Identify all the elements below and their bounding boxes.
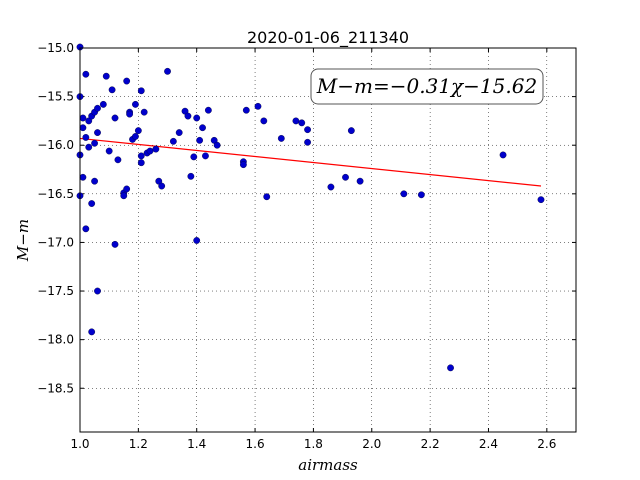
data-point [123, 185, 131, 193]
data-point [140, 108, 148, 116]
data-point [213, 141, 221, 149]
data-point [347, 127, 355, 135]
data-point [356, 177, 364, 185]
data-point [99, 100, 107, 108]
data-point [79, 173, 87, 181]
data-point [146, 147, 154, 155]
data-point [158, 182, 166, 190]
data-point [417, 191, 425, 199]
data-point [298, 119, 306, 127]
plot-area [80, 48, 576, 432]
data-point [169, 137, 177, 145]
data-point [137, 152, 145, 160]
y-tick-label: −18.5 [37, 381, 74, 395]
y-tick-label: −16.0 [37, 138, 74, 152]
data-point [152, 145, 160, 153]
x-tick-label: 1.0 [70, 437, 89, 451]
data-point [79, 124, 87, 132]
data-points [76, 43, 545, 372]
fit-equation: M−m=−0.31χ−15.62 [316, 74, 537, 98]
data-point [82, 134, 90, 141]
data-point [292, 117, 300, 125]
data-point [132, 100, 139, 108]
y-tick-label: −15.5 [37, 90, 74, 104]
data-point [137, 87, 145, 95]
data-point [327, 183, 335, 191]
data-point [88, 328, 96, 336]
data-point [94, 104, 101, 112]
data-point [111, 240, 119, 248]
y-axis-label: M−m [14, 219, 32, 262]
data-point [304, 126, 311, 134]
data-point [91, 139, 98, 147]
plot-frame [79, 47, 577, 433]
data-point [175, 129, 183, 136]
x-tick-label: 1.6 [246, 437, 265, 451]
data-point [202, 152, 209, 160]
data-point [537, 196, 545, 204]
x-tick-label: 1.8 [304, 437, 323, 451]
data-point [400, 190, 408, 198]
data-point [199, 124, 206, 132]
data-point [190, 153, 198, 161]
data-point [120, 192, 128, 200]
data-point [447, 364, 454, 372]
chart-title: 2020-01-06_211340 [247, 28, 409, 48]
data-point [193, 237, 201, 244]
x-axis: 1.0 1.2 1.4 1.6 1.8 2.0 2.2 2.4 2.6 [70, 48, 556, 451]
data-point [111, 114, 119, 122]
data-point [260, 117, 268, 125]
data-point [79, 114, 87, 122]
data-point [204, 106, 212, 114]
y-tick-label: −16.5 [37, 187, 74, 201]
data-point [94, 287, 101, 295]
y-tick-label: −15.0 [37, 41, 74, 55]
data-point [342, 173, 349, 181]
data-point [499, 151, 507, 159]
y-tick-label: −17.0 [37, 235, 74, 249]
annotation-box: M−m=−0.31χ−15.62 [310, 68, 544, 105]
data-point [102, 72, 110, 80]
x-tick-label: 2.4 [479, 437, 498, 451]
data-point [263, 193, 271, 201]
data-point [126, 110, 134, 118]
data-point [242, 106, 250, 114]
x-tick-label: 1.2 [129, 437, 148, 451]
data-point [196, 136, 204, 144]
x-tick-label: 2.0 [362, 437, 381, 451]
x-tick-label: 2.6 [537, 437, 556, 451]
data-point [82, 70, 90, 78]
data-point [85, 143, 93, 151]
data-point [132, 133, 139, 140]
data-point [105, 147, 113, 155]
data-point [137, 159, 145, 167]
y-axis: −15.0 −15.5 −16.0 −16.5 −17.0 −17.5 −18.0 −18.5 [37, 41, 576, 395]
data-point [108, 86, 116, 94]
data-point [277, 135, 285, 142]
data-point [114, 156, 122, 164]
data-point [94, 129, 101, 136]
data-point [164, 67, 171, 75]
data-point [193, 114, 201, 122]
annotation-frame [310, 68, 544, 105]
y-tick-label: −17.5 [37, 284, 74, 298]
data-point [254, 102, 262, 110]
x-tick-label: 1.4 [187, 437, 206, 451]
data-point [88, 200, 96, 207]
data-point [82, 225, 90, 233]
data-point [134, 127, 142, 135]
x-axis-label: airmass [298, 456, 358, 474]
data-point [123, 77, 131, 85]
data-point [91, 177, 98, 185]
data-point [187, 172, 195, 180]
data-point [239, 161, 247, 169]
data-point [184, 112, 192, 120]
x-tick-label: 2.2 [421, 437, 440, 451]
y-tick-label: −18.0 [37, 333, 74, 347]
data-point [304, 138, 311, 146]
